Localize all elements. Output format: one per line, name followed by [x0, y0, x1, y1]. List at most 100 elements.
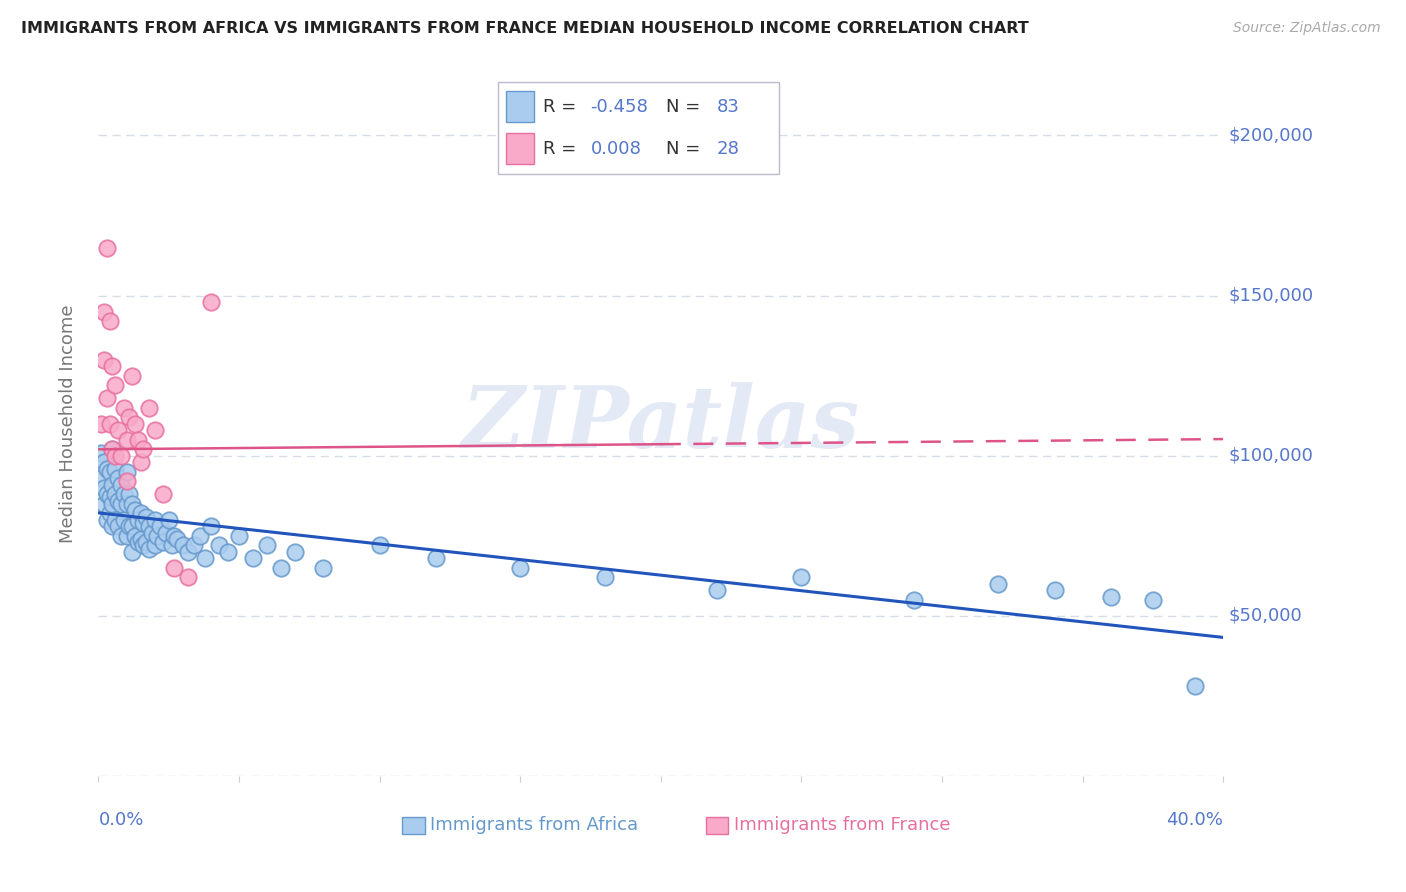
Point [228, 529, 250, 543]
Point [112, 513, 135, 527]
Point [93, 304, 115, 318]
Point [706, 583, 728, 598]
Point [127, 513, 149, 527]
Text: $100,000: $100,000 [1229, 447, 1313, 465]
Point [194, 551, 217, 566]
Point [160, 538, 183, 552]
Bar [706, 817, 728, 834]
Point [1099, 590, 1122, 604]
Point [135, 509, 157, 524]
Point [115, 529, 138, 543]
Point [146, 529, 169, 543]
Point [104, 449, 127, 463]
Point [96, 513, 118, 527]
Point [110, 477, 132, 491]
Point [93, 481, 115, 495]
Point [138, 519, 160, 533]
Text: IMMIGRANTS FROM AFRICA VS IMMIGRANTS FROM FRANCE MEDIAN HOUSEHOLD INCOME CORRELA: IMMIGRANTS FROM AFRICA VS IMMIGRANTS FRO… [21, 21, 1029, 36]
Point [112, 401, 135, 415]
Point [129, 507, 152, 521]
Point [115, 475, 138, 489]
Point [312, 561, 335, 575]
Point [96, 461, 118, 475]
Point [183, 538, 205, 552]
Point [104, 513, 127, 527]
Point [96, 240, 118, 255]
Point [129, 455, 152, 469]
Point [107, 423, 129, 437]
Point [98, 417, 121, 431]
Point [163, 561, 186, 575]
Text: ZIPatlas: ZIPatlas [461, 382, 860, 466]
Point [177, 570, 200, 584]
Point [118, 410, 141, 425]
Point [177, 545, 200, 559]
Point [121, 497, 143, 511]
Text: Source: ZipAtlas.com: Source: ZipAtlas.com [1233, 21, 1381, 35]
Point [121, 519, 143, 533]
Point [110, 497, 132, 511]
Point [593, 570, 616, 584]
Point [155, 525, 177, 540]
Point [1142, 592, 1164, 607]
Text: Immigrants from Africa: Immigrants from Africa [430, 816, 638, 834]
Point [200, 295, 222, 310]
Point [115, 465, 138, 479]
Point [104, 378, 127, 392]
Point [110, 449, 132, 463]
Point [790, 570, 813, 584]
Point [96, 487, 118, 501]
Point [98, 314, 121, 328]
Bar [402, 817, 425, 834]
Point [143, 423, 166, 437]
Point [509, 561, 531, 575]
Point [121, 368, 143, 383]
Point [104, 461, 127, 475]
Point [129, 532, 152, 546]
Point [98, 465, 121, 479]
Text: Immigrants from France: Immigrants from France [734, 816, 950, 834]
Point [101, 359, 124, 373]
Point [112, 487, 135, 501]
Point [368, 538, 391, 552]
Point [115, 433, 138, 447]
Point [200, 519, 222, 533]
Point [118, 519, 141, 533]
Text: 40.0%: 40.0% [1167, 812, 1223, 830]
Point [135, 535, 157, 549]
Point [903, 592, 925, 607]
Text: $50,000: $50,000 [1229, 607, 1302, 625]
Point [124, 417, 146, 431]
Point [127, 433, 149, 447]
Point [425, 551, 447, 566]
Point [96, 391, 118, 405]
Point [104, 487, 127, 501]
Text: $200,000: $200,000 [1229, 127, 1313, 145]
Point [188, 529, 211, 543]
Point [143, 538, 166, 552]
Point [101, 442, 124, 457]
Y-axis label: Median Household Income: Median Household Income [59, 304, 77, 543]
Point [90, 471, 112, 485]
Text: 0.0%: 0.0% [98, 812, 143, 830]
Point [166, 532, 188, 546]
Point [157, 513, 180, 527]
Point [152, 535, 174, 549]
Point [138, 541, 160, 556]
Point [90, 445, 112, 459]
Point [141, 525, 163, 540]
Point [101, 442, 124, 457]
Point [132, 538, 155, 552]
Point [124, 529, 146, 543]
Point [152, 487, 174, 501]
Point [90, 417, 112, 431]
Text: $150,000: $150,000 [1229, 286, 1315, 304]
Point [132, 442, 155, 457]
Point [93, 497, 115, 511]
Point [132, 516, 155, 530]
Point [208, 538, 231, 552]
Point [217, 545, 239, 559]
Point [163, 529, 186, 543]
Point [124, 503, 146, 517]
Point [118, 487, 141, 501]
